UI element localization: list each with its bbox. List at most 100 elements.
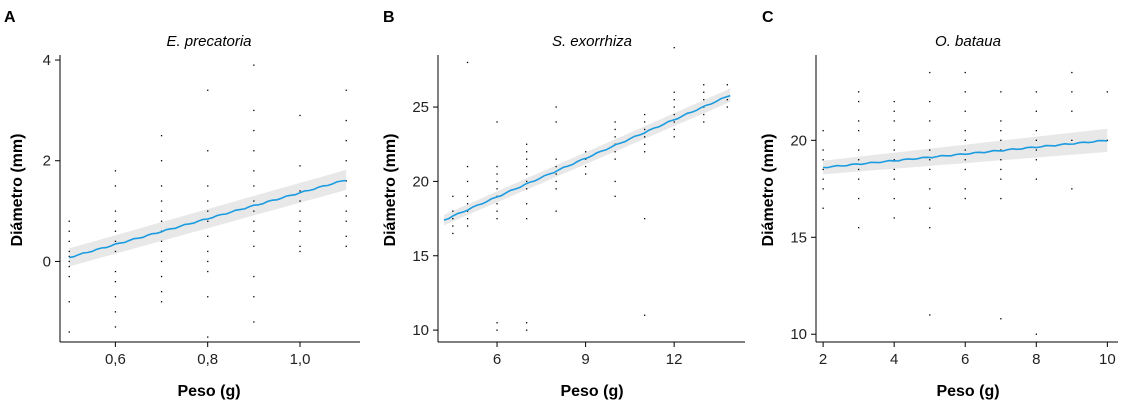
- y-axis-title-c: Diámetro (mm): [760, 134, 777, 247]
- data-point-a: [345, 220, 347, 222]
- data-point-c: [964, 110, 966, 112]
- data-point-c: [929, 149, 931, 151]
- data-point-a: [68, 265, 70, 268]
- data-point-b: [496, 329, 498, 331]
- x-tick-label-b: 9: [581, 351, 589, 368]
- data-point-b: [726, 99, 728, 101]
- data-point-b: [644, 218, 646, 220]
- data-point-c: [822, 178, 824, 180]
- data-point-a: [207, 270, 209, 273]
- data-point-b: [526, 218, 528, 220]
- data-point-a: [345, 195, 347, 197]
- data-point-c: [822, 159, 824, 161]
- data-point-a: [345, 160, 347, 162]
- data-point-b: [466, 61, 469, 64]
- data-point-b: [555, 173, 557, 175]
- data-point-b: [452, 195, 454, 197]
- y-axis-title-b: Diámetro (mm): [382, 134, 399, 247]
- data-point-a: [345, 140, 347, 142]
- data-point-c: [1000, 130, 1002, 132]
- data-point-a: [207, 185, 209, 187]
- data-point-b: [703, 113, 705, 116]
- data-point-c: [929, 120, 931, 122]
- data-point-c: [929, 100, 931, 103]
- data-point-c: [964, 188, 966, 190]
- data-point-a: [114, 170, 117, 172]
- data-point-a: [207, 250, 209, 253]
- data-point-c: [1071, 91, 1073, 93]
- data-point-c: [822, 207, 824, 209]
- x-tick-label-a: 0,6: [105, 351, 126, 368]
- x-axis-title-c: Peso (g): [936, 383, 999, 400]
- data-point-b: [644, 151, 646, 153]
- panel-letter-b: B: [383, 9, 395, 26]
- data-point-b: [496, 203, 498, 205]
- data-point-b: [526, 158, 528, 160]
- data-point-a: [345, 210, 347, 212]
- data-point-a: [68, 255, 70, 258]
- data-point-b: [614, 180, 616, 183]
- data-point-b: [526, 322, 528, 324]
- data-point-b: [466, 218, 469, 220]
- data-point-c: [893, 110, 895, 112]
- data-point-c: [858, 227, 860, 229]
- x-tick-label-c: 2: [819, 351, 827, 368]
- data-point-a: [207, 150, 209, 152]
- y-tick-label-c: 20: [790, 132, 807, 149]
- data-point-b: [526, 143, 528, 145]
- data-point-c: [858, 91, 860, 93]
- y-tick-label-b: 25: [412, 99, 429, 116]
- data-point-c: [893, 149, 895, 151]
- data-point-a: [299, 210, 301, 212]
- panel-title-a: E. precatoria: [166, 33, 251, 50]
- data-point-c: [929, 159, 931, 161]
- data-point-b: [673, 136, 675, 138]
- data-point-b: [466, 195, 469, 197]
- data-point-c: [822, 149, 824, 151]
- x-tick-label-a: 0,8: [197, 351, 218, 368]
- data-point-a: [299, 165, 301, 167]
- data-point-c: [893, 120, 895, 122]
- fit-line-c: [823, 139, 1108, 169]
- data-point-a: [114, 281, 117, 283]
- data-point-b: [496, 322, 498, 324]
- data-point-a: [160, 301, 163, 303]
- y-tick-label-a: 0: [43, 253, 51, 270]
- data-point-c: [822, 188, 824, 190]
- x-axis-title-a: Peso (g): [177, 383, 240, 400]
- y-tick-label-a: 2: [43, 153, 51, 170]
- data-point-b: [496, 210, 498, 212]
- data-point-b: [614, 121, 616, 123]
- data-point-b: [555, 165, 557, 168]
- data-point-c: [858, 120, 860, 122]
- data-point-a: [253, 170, 255, 172]
- data-point-a: [207, 235, 209, 237]
- data-point-a: [160, 160, 163, 162]
- data-point-a: [160, 250, 163, 253]
- data-point-a: [68, 301, 70, 303]
- data-point-b: [496, 121, 498, 123]
- data-point-b: [673, 128, 675, 131]
- data-point-a: [253, 64, 255, 66]
- data-point-a: [345, 119, 347, 122]
- panel-title-b: S. exorrhiza: [552, 33, 632, 50]
- confidence-band-b: [443, 88, 731, 226]
- data-point-c: [893, 100, 895, 103]
- data-point-b: [555, 210, 557, 212]
- data-point-a: [114, 326, 117, 328]
- data-point-b: [496, 188, 498, 190]
- data-point-b: [496, 165, 498, 168]
- data-point-a: [253, 150, 255, 152]
- data-point-a: [253, 321, 255, 323]
- data-point-a: [299, 114, 301, 117]
- data-point-c: [893, 197, 895, 200]
- data-point-b: [585, 173, 587, 175]
- data-point-c: [1071, 188, 1073, 190]
- data-point-a: [253, 185, 255, 187]
- panel-c: C O. bataua Peso (g) Diámetro (mm) 2 4 6 8 1…: [760, 9, 1118, 400]
- data-point-b: [526, 173, 528, 175]
- data-point-c: [1106, 91, 1108, 93]
- data-point-c: [858, 159, 860, 161]
- data-point-a: [253, 245, 255, 247]
